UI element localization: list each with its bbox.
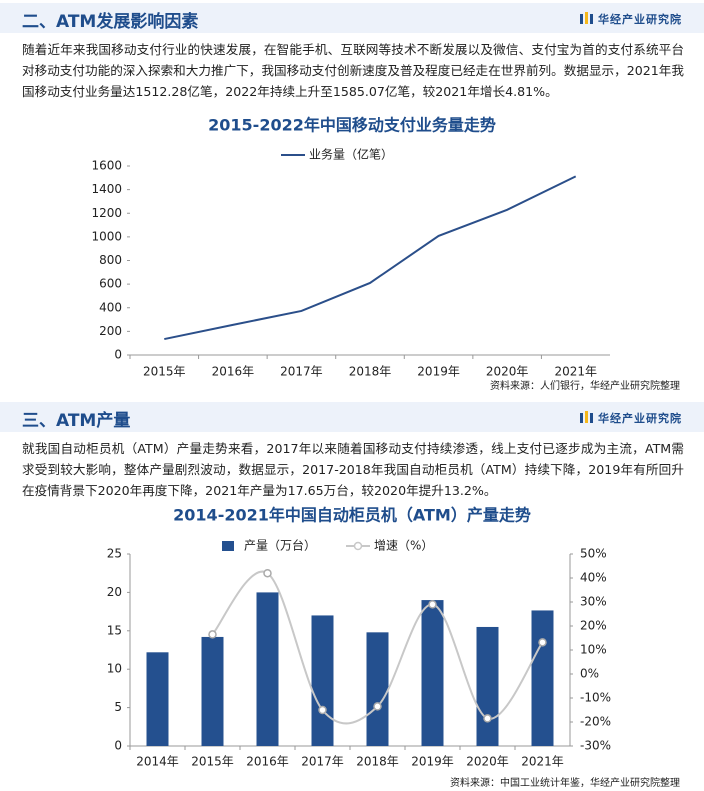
logo bbox=[580, 12, 593, 24]
y-tick-label: 1000 bbox=[91, 229, 122, 243]
x-tick-label: 2019年 bbox=[417, 365, 460, 379]
point bbox=[318, 705, 327, 715]
section-header: 三、ATM产量 华经产业研究院 bbox=[0, 402, 704, 432]
bar bbox=[256, 592, 279, 746]
y-tick-label: 800 bbox=[99, 253, 122, 267]
y-tick-label: 200 bbox=[99, 324, 122, 338]
x-tick-label: 2018年 bbox=[356, 755, 399, 769]
x-tick-label: 2021年 bbox=[521, 755, 564, 769]
section-header: 二、ATM发展影响因素 华经产业研究院 bbox=[0, 3, 704, 33]
point bbox=[428, 600, 437, 609]
bar bbox=[531, 610, 554, 746]
line bbox=[164, 175, 577, 341]
section-title: 二、ATM发展影响因素 bbox=[22, 12, 199, 32]
bar bbox=[366, 632, 389, 746]
y2-tick-label: -30% bbox=[580, 739, 611, 753]
source: 资料来源：人们银行，华经产业研究院整理 bbox=[490, 379, 680, 392]
point bbox=[483, 714, 492, 723]
y-tick-label: 0 bbox=[114, 348, 122, 362]
y2-tick-label: 30% bbox=[580, 595, 607, 609]
x-tick-label: 2018年 bbox=[349, 365, 392, 379]
paragraph: 就我国自动柜员机（ATM）产量走势来看，2017年以来随着国移动支付持续渗透，线… bbox=[22, 441, 684, 498]
y-tick-label: 5 bbox=[114, 700, 122, 714]
legend-label: 增速（%） bbox=[374, 539, 433, 553]
x-tick-label: 2021年 bbox=[554, 365, 597, 379]
chart-title: 2015-2022年中国移动支付业务量走势 bbox=[208, 116, 496, 135]
y-tick-label: 1400 bbox=[91, 182, 122, 196]
y-tick-label: 400 bbox=[99, 300, 122, 314]
bar bbox=[201, 636, 224, 746]
x-tick-label: 2016年 bbox=[212, 365, 255, 379]
y-tick-label: 1200 bbox=[91, 206, 122, 220]
legend-label: 产量（万台） bbox=[244, 538, 316, 553]
x-tick-label: 2020年 bbox=[466, 755, 509, 769]
y-tick-label: 0 bbox=[114, 739, 122, 753]
y2-tick-label: 40% bbox=[580, 571, 607, 585]
chart: 2015-2022年中国移动支付业务量走势资料来源：人们银行，华经产业研究院整理… bbox=[91, 116, 680, 393]
point bbox=[263, 568, 272, 578]
brand: 华经产业研究院 bbox=[598, 13, 682, 26]
x-tick-label: 2019年 bbox=[411, 755, 454, 769]
point bbox=[208, 630, 217, 639]
point bbox=[538, 638, 547, 647]
y2-tick-label: 0% bbox=[580, 667, 599, 681]
y-tick-label: 20 bbox=[107, 585, 122, 599]
point bbox=[373, 702, 382, 711]
section-title: 三、ATM产量 bbox=[22, 411, 131, 431]
y2-tick-label: 50% bbox=[580, 547, 607, 561]
bar bbox=[421, 600, 444, 746]
bar bbox=[311, 615, 334, 746]
y2-tick-label: 20% bbox=[580, 619, 607, 633]
chart: 2014-2021年中国自动柜员机（ATM）产量走势资料来源：中国工业统计年鉴，… bbox=[107, 506, 680, 790]
y2-tick-label: -20% bbox=[580, 715, 611, 729]
brand: 华经产业研究院 bbox=[598, 412, 682, 425]
x-tick-label: 2017年 bbox=[280, 365, 323, 379]
y2-tick-label: 10% bbox=[580, 643, 607, 657]
bar bbox=[146, 652, 169, 746]
x-tick-label: 2016年 bbox=[246, 755, 289, 769]
logo bbox=[580, 411, 593, 423]
y-tick-label: 600 bbox=[99, 277, 122, 291]
x-tick-label: 2017年 bbox=[301, 755, 344, 769]
y-tick-label: 1600 bbox=[91, 159, 122, 173]
source: 资料来源：中国工业统计年鉴，华经产业研究院整理 bbox=[450, 776, 680, 789]
legend-marker bbox=[353, 541, 363, 551]
y-tick-label: 10 bbox=[107, 662, 122, 676]
legend-swatch bbox=[222, 541, 234, 551]
bar bbox=[476, 626, 499, 746]
x-tick-label: 2014年 bbox=[136, 755, 179, 769]
y-tick-label: 25 bbox=[107, 547, 122, 561]
y-tick-label: 15 bbox=[107, 623, 122, 637]
x-tick-label: 2015年 bbox=[143, 365, 186, 379]
x-tick-label: 2015年 bbox=[191, 755, 234, 769]
y2-tick-label: -10% bbox=[580, 691, 611, 705]
x-tick-label: 2020年 bbox=[486, 365, 529, 379]
paragraph: 随着近年来我国移动支付行业的快速发展，在智能手机、互联网等技术不断发展以及微信、… bbox=[22, 42, 684, 99]
legend-label: 业务量（亿笔） bbox=[309, 147, 393, 162]
chart-title: 2014-2021年中国自动柜员机（ATM）产量走势 bbox=[173, 506, 531, 525]
